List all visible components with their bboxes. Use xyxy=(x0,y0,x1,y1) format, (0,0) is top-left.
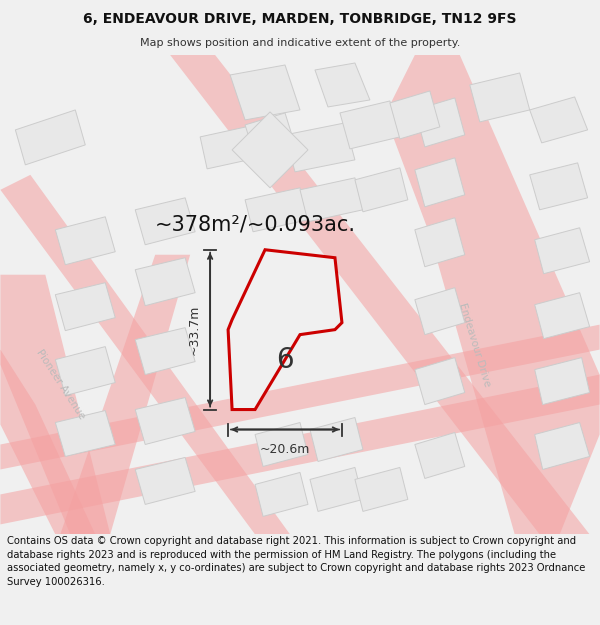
Polygon shape xyxy=(55,411,115,456)
Polygon shape xyxy=(415,357,465,404)
Polygon shape xyxy=(415,288,465,334)
Text: Map shows position and indicative extent of the property.: Map shows position and indicative extent… xyxy=(140,39,460,49)
Polygon shape xyxy=(415,217,465,267)
Polygon shape xyxy=(355,168,408,212)
Polygon shape xyxy=(415,98,465,147)
Polygon shape xyxy=(55,282,115,331)
Polygon shape xyxy=(170,55,590,534)
Polygon shape xyxy=(230,65,300,120)
Polygon shape xyxy=(16,110,85,165)
Text: Endeavour Drive: Endeavour Drive xyxy=(457,301,492,388)
Polygon shape xyxy=(255,472,308,516)
Polygon shape xyxy=(135,328,195,374)
Polygon shape xyxy=(135,458,195,504)
Polygon shape xyxy=(340,101,400,149)
Polygon shape xyxy=(300,178,363,222)
Polygon shape xyxy=(1,175,290,534)
Polygon shape xyxy=(232,112,308,188)
Polygon shape xyxy=(535,292,590,339)
Polygon shape xyxy=(55,217,115,265)
Polygon shape xyxy=(245,113,295,157)
Text: Pioneer Avenue: Pioneer Avenue xyxy=(34,348,86,421)
Polygon shape xyxy=(470,73,530,122)
Text: Contains OS data © Crown copyright and database right 2021. This information is : Contains OS data © Crown copyright and d… xyxy=(7,536,586,587)
Polygon shape xyxy=(200,125,262,169)
Polygon shape xyxy=(385,55,599,534)
Text: 6: 6 xyxy=(276,346,294,374)
Polygon shape xyxy=(390,91,440,139)
Text: 6, ENDEAVOUR DRIVE, MARDEN, TONBRIDGE, TN12 9FS: 6, ENDEAVOUR DRIVE, MARDEN, TONBRIDGE, T… xyxy=(83,12,517,26)
Polygon shape xyxy=(228,250,342,409)
Polygon shape xyxy=(255,422,308,466)
Polygon shape xyxy=(135,198,195,245)
Polygon shape xyxy=(1,374,599,524)
Polygon shape xyxy=(530,97,587,143)
Polygon shape xyxy=(1,349,95,534)
Polygon shape xyxy=(135,258,195,306)
Text: ~20.6m: ~20.6m xyxy=(260,444,310,456)
Text: ~378m²/~0.093ac.: ~378m²/~0.093ac. xyxy=(155,215,356,235)
Polygon shape xyxy=(310,418,363,461)
Polygon shape xyxy=(535,357,590,404)
Polygon shape xyxy=(245,188,308,232)
Polygon shape xyxy=(1,275,110,534)
Polygon shape xyxy=(285,123,355,172)
Polygon shape xyxy=(310,468,363,511)
Polygon shape xyxy=(535,228,590,274)
Polygon shape xyxy=(1,324,599,469)
Polygon shape xyxy=(135,398,195,444)
Polygon shape xyxy=(55,347,115,396)
Polygon shape xyxy=(415,158,465,207)
Polygon shape xyxy=(535,422,590,469)
Polygon shape xyxy=(61,255,190,534)
Polygon shape xyxy=(315,63,370,107)
Polygon shape xyxy=(415,432,465,479)
Text: ~33.7m: ~33.7m xyxy=(187,304,200,355)
Polygon shape xyxy=(355,468,408,511)
Polygon shape xyxy=(530,163,587,210)
